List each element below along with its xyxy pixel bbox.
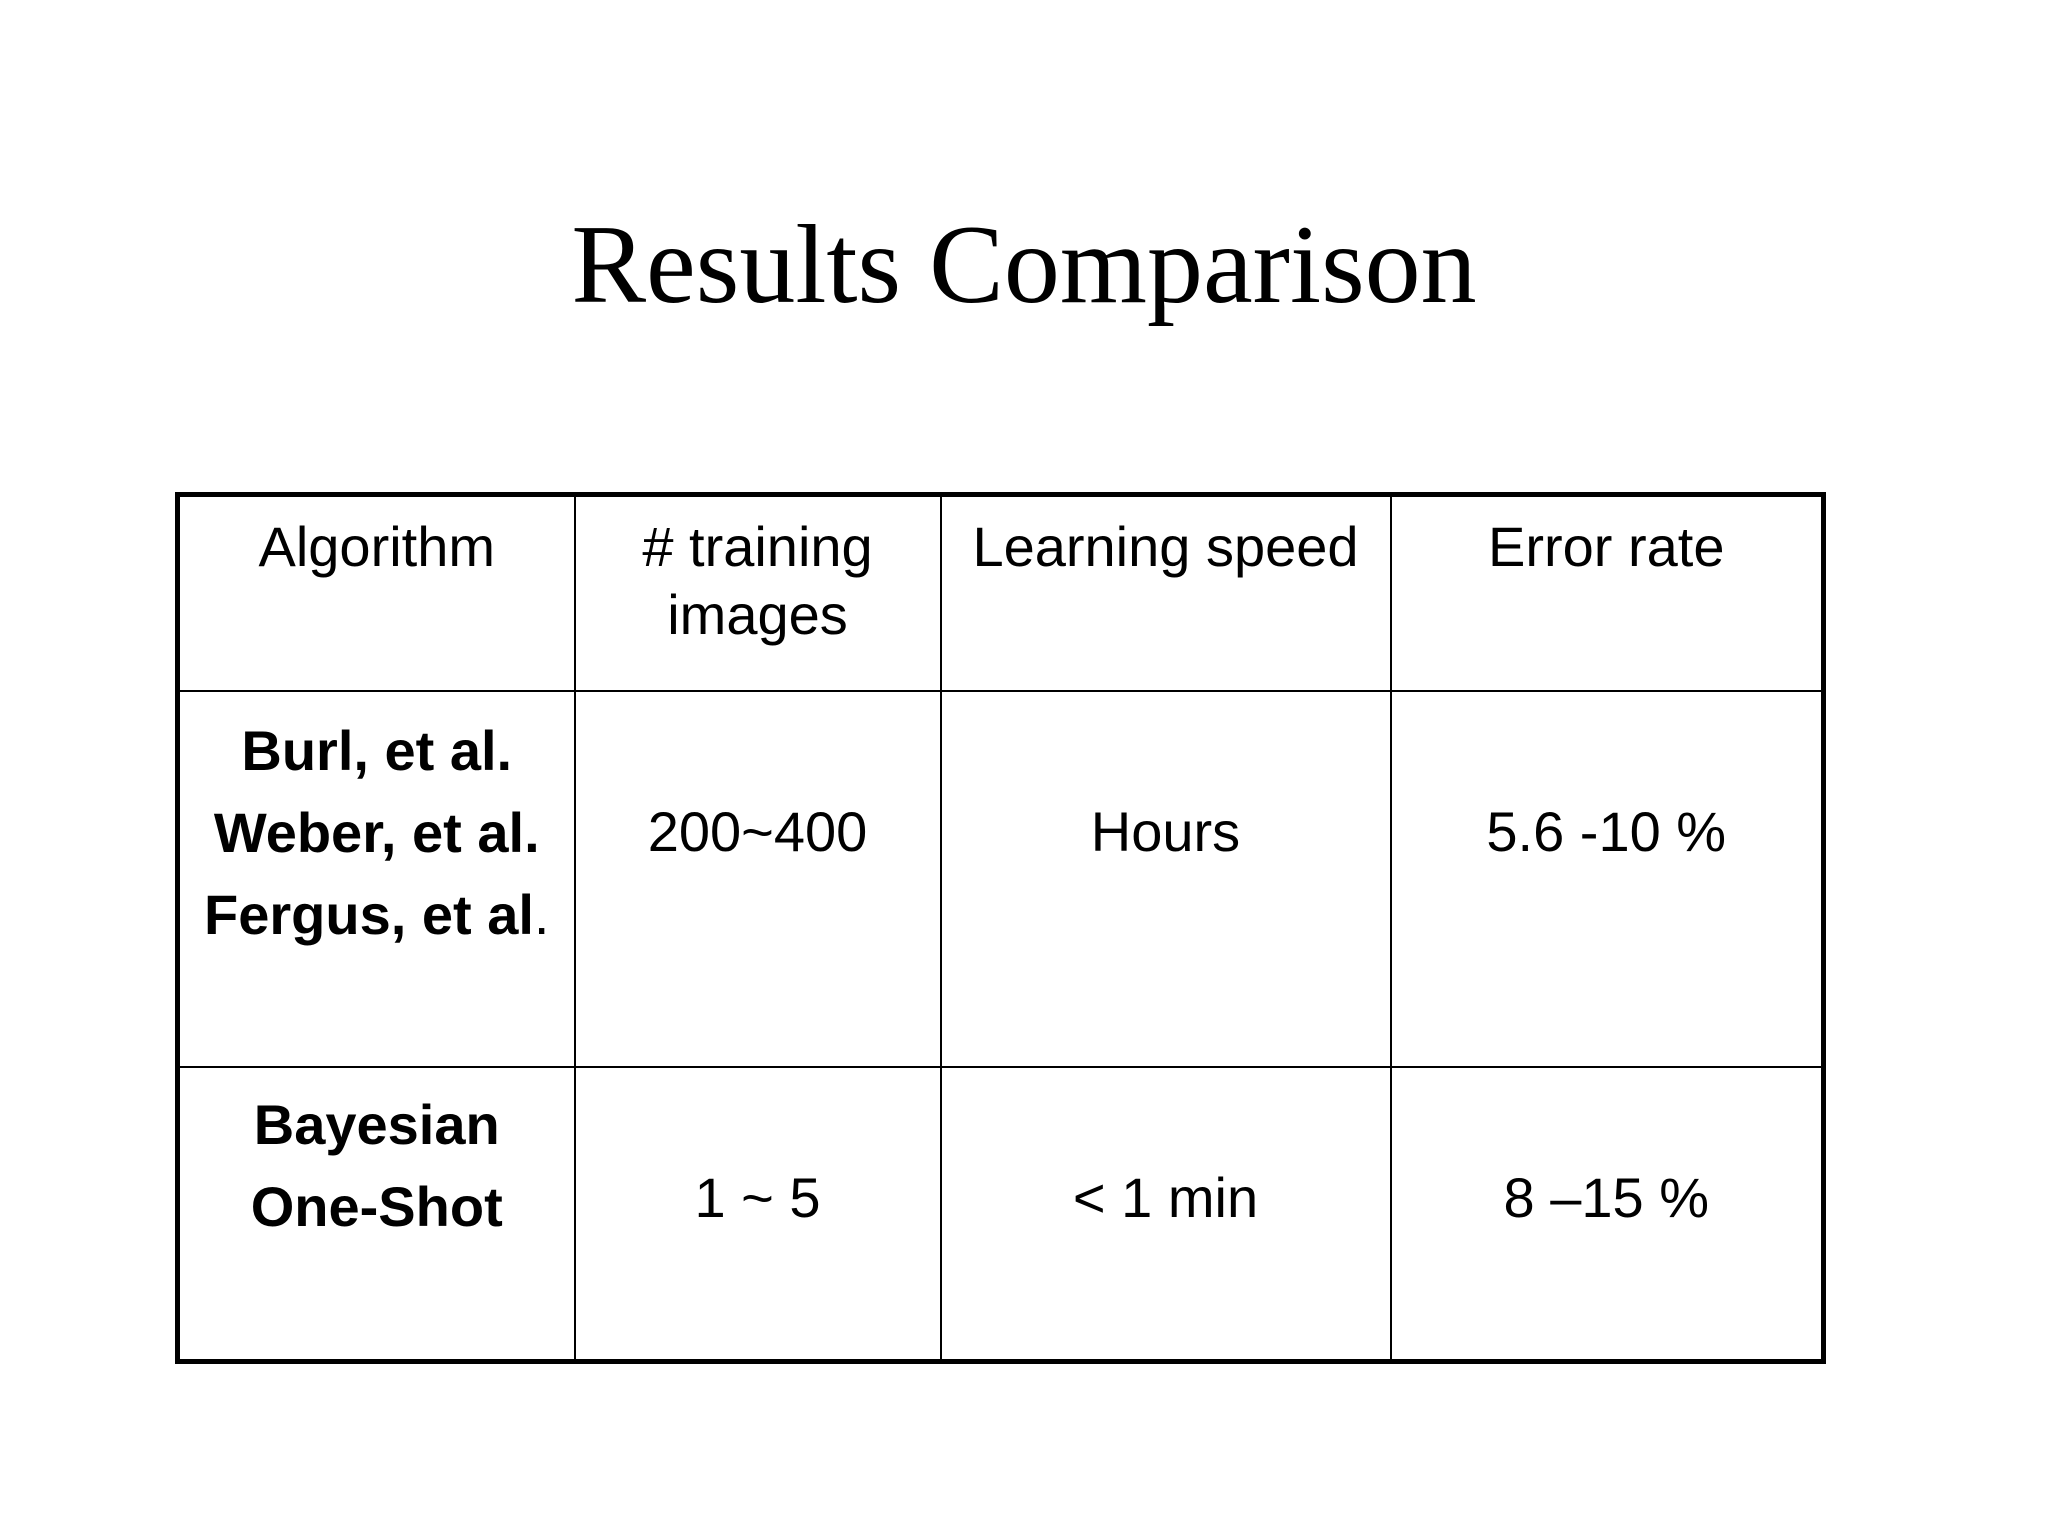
training-images-cell: 1 ~ 5: [573, 1065, 942, 1363]
algorithm-name: One-Shot: [250, 1174, 503, 1238]
error-rate-cell: 8 –15 %: [1389, 1065, 1825, 1363]
table-row: Burl, et al. Weber, et al. Fergus, et al…: [176, 689, 1825, 1068]
algorithm-name-wrap: Fergus, et al.: [180, 874, 574, 956]
header-error-rate: Error rate: [1389, 493, 1825, 692]
slide-title: Results Comparison: [571, 203, 1477, 327]
learning-speed-cell: Hours: [939, 689, 1392, 1068]
error-rate-cell: 5.6 -10 %: [1389, 689, 1825, 1068]
header-training-line1: # training: [642, 515, 873, 578]
algorithm-name: Burl, et al.: [241, 718, 513, 782]
header-training-images: # training images: [573, 493, 942, 692]
results-table: Algorithm # training images Learning spe…: [175, 492, 1826, 1364]
algorithm-name: Bayesian: [253, 1092, 500, 1156]
header-training-line2: images: [667, 583, 848, 646]
algorithm-name: Fergus, et al: [204, 882, 534, 946]
algorithm-name-trailing-dot: .: [533, 882, 550, 946]
header-learning-speed: Learning speed: [939, 493, 1392, 692]
algorithm-name: Weber, et al.: [213, 800, 540, 864]
header-algorithm: Algorithm: [176, 493, 576, 692]
learning-speed-cell: < 1 min: [939, 1065, 1392, 1363]
table-header-row: Algorithm # training images Learning spe…: [176, 493, 1825, 692]
training-images-cell: 200~400: [573, 689, 942, 1068]
algorithm-cell: Burl, et al. Weber, et al. Fergus, et al…: [176, 689, 576, 1068]
algorithm-cell: Bayesian One-Shot: [176, 1065, 576, 1363]
table-row: Bayesian One-Shot 1 ~ 5 < 1 min 8 –15 %: [176, 1065, 1825, 1363]
